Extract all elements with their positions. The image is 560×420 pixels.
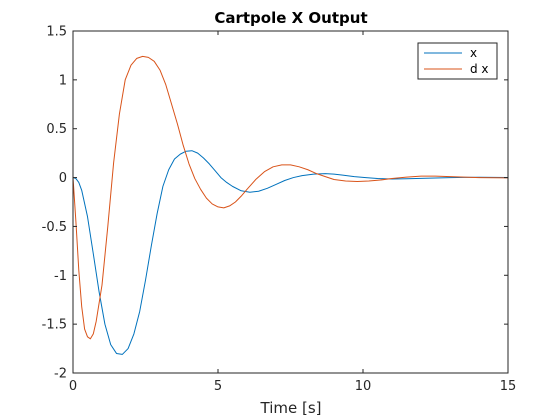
y-tick-label: 1 <box>59 73 67 88</box>
series-line-d-x <box>72 55 509 340</box>
x-tick-label: 10 <box>355 379 372 394</box>
x-axis-label: Time [s] <box>260 399 322 417</box>
y-tick-label: 0.5 <box>46 122 67 137</box>
y-tick-label: -1 <box>54 269 67 284</box>
x-tick-label: 5 <box>214 379 222 394</box>
series-layer <box>72 55 509 355</box>
tick-layer: 0 5 10 15 -2 -1.5 -1 -0.5 0 0.5 1 1.5 <box>42 25 517 395</box>
y-tick-label: -1.5 <box>42 318 67 333</box>
x-tick-label: 15 <box>500 379 517 394</box>
legend-label: x <box>470 46 477 60</box>
legend: x d x <box>417 42 498 80</box>
legend-label: d x <box>470 62 489 76</box>
legend-box <box>417 42 498 80</box>
chart-title: Cartpole X Output <box>214 9 367 27</box>
x-tick-label: 0 <box>69 379 77 394</box>
y-tick-label: 0 <box>59 171 67 186</box>
y-tick-label: -0.5 <box>42 220 67 235</box>
axes-box <box>72 30 509 374</box>
series-line-x <box>72 150 509 355</box>
y-tick-label: -2 <box>54 367 67 382</box>
y-tick-label: 1.5 <box>46 25 67 40</box>
